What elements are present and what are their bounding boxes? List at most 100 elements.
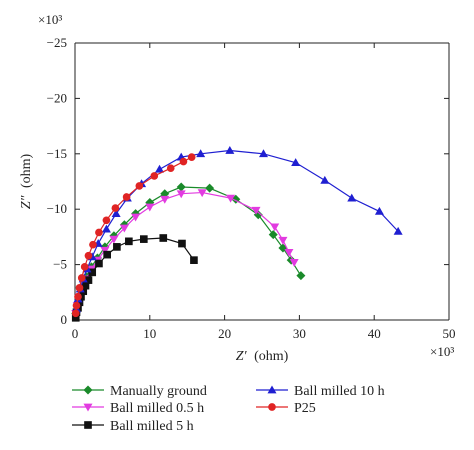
- x-tick-label: 40: [368, 326, 381, 341]
- legend-label: Ball milled 10 h: [294, 384, 385, 399]
- data-point: [80, 262, 89, 271]
- data-point: [320, 175, 330, 184]
- data-point: [176, 190, 186, 199]
- y-tick-label: −5: [53, 257, 67, 272]
- x-axis-multiplier: ×10³: [430, 344, 454, 359]
- series-line: [75, 156, 192, 314]
- data-point: [226, 194, 236, 203]
- data-point: [187, 153, 196, 161]
- legend-label: Ball milled 0.5 h: [110, 401, 204, 416]
- data-point: [109, 235, 119, 244]
- data-point: [278, 236, 288, 245]
- legend-item: Manually ground: [72, 384, 207, 399]
- data-point: [83, 385, 93, 395]
- data-point: [84, 276, 93, 284]
- data-point: [258, 149, 268, 158]
- data-point: [88, 268, 97, 277]
- data-point: [100, 246, 110, 255]
- data-point: [166, 164, 175, 173]
- data-point: [83, 403, 93, 412]
- data-point: [178, 239, 186, 248]
- data-point: [103, 250, 111, 259]
- data-point: [270, 223, 280, 232]
- series-line: [75, 186, 302, 314]
- y-tick-label: −10: [47, 201, 67, 216]
- legend-item: Ball milled 0.5 h: [72, 401, 204, 416]
- data-point: [145, 203, 155, 212]
- data-point: [101, 224, 111, 233]
- data-point: [75, 284, 84, 292]
- y-axis-variable: Z″: [19, 195, 34, 209]
- data-point: [284, 249, 294, 257]
- x-axis-unit: (ohm): [254, 349, 289, 364]
- x-tick-label: 10: [143, 326, 156, 341]
- data-point: [291, 158, 301, 167]
- data-point: [393, 226, 403, 235]
- data-point: [71, 313, 80, 322]
- x-tick-label: 30: [293, 326, 306, 341]
- y-axis-multiplier: ×10³: [38, 12, 62, 27]
- x-tick-label: 50: [443, 326, 456, 341]
- data-point: [225, 145, 235, 154]
- data-point: [205, 183, 215, 193]
- series-3: [71, 145, 403, 313]
- data-point: [71, 309, 80, 318]
- data-point: [267, 385, 277, 394]
- axis-ticks: 0 10 20 30 40 50 0 −5 −10 −15 −20 −25: [47, 35, 456, 341]
- data-point: [160, 195, 170, 204]
- data-point: [102, 216, 111, 225]
- data-point: [155, 164, 165, 173]
- legend-label: Manually ground: [110, 384, 207, 399]
- y-tick-label: −20: [47, 90, 67, 105]
- legend: Manually ground Ball milled 0.5 h Ball mil…: [72, 384, 385, 434]
- data-point: [289, 259, 299, 267]
- data-point: [95, 228, 103, 237]
- x-axis-variable: Z′: [236, 349, 248, 364]
- data-point: [159, 234, 168, 242]
- data-point: [135, 182, 144, 190]
- data-point: [119, 224, 129, 233]
- data-point: [95, 259, 103, 268]
- x-tick-label: 0: [72, 326, 79, 341]
- data-point: [176, 182, 186, 192]
- y-tick-label: 0: [61, 312, 68, 327]
- x-axis-title: Z′ (ohm): [236, 349, 289, 364]
- legend-item: Ball milled 5 h: [72, 419, 194, 434]
- data-point: [251, 206, 261, 215]
- y-axis-title: Z″ (ohm): [19, 153, 34, 209]
- data-point: [89, 240, 97, 249]
- data-point: [268, 403, 276, 411]
- data-point: [179, 157, 188, 166]
- data-point: [122, 193, 131, 201]
- data-point: [139, 235, 148, 243]
- series-line: [75, 237, 195, 318]
- data-point: [72, 301, 81, 310]
- data-point: [296, 271, 306, 281]
- series-4: [71, 153, 196, 318]
- data-point: [347, 193, 357, 202]
- data-point: [374, 206, 384, 215]
- axes: [74, 42, 450, 321]
- data-point: [190, 256, 198, 264]
- data-point: [268, 230, 278, 240]
- data-point: [125, 237, 133, 246]
- data-point: [113, 243, 121, 251]
- x-tick-label: 20: [218, 326, 231, 341]
- data-point: [197, 189, 207, 198]
- y-tick-label: −25: [47, 35, 67, 50]
- data-point: [111, 209, 121, 218]
- legend-item: Ball milled 10 h: [256, 384, 385, 399]
- legend-label: Ball milled 5 h: [110, 419, 194, 434]
- data-point: [196, 149, 206, 158]
- y-axis-unit: (ohm): [19, 153, 34, 188]
- data-point: [111, 204, 120, 212]
- data-point: [81, 281, 90, 290]
- legend-item: P25: [256, 401, 316, 416]
- data-point: [84, 421, 92, 429]
- legend-label: P25: [294, 401, 316, 416]
- data-point: [131, 213, 141, 222]
- data-point: [150, 172, 159, 180]
- data-point: [74, 292, 82, 301]
- series-layer: [71, 145, 403, 322]
